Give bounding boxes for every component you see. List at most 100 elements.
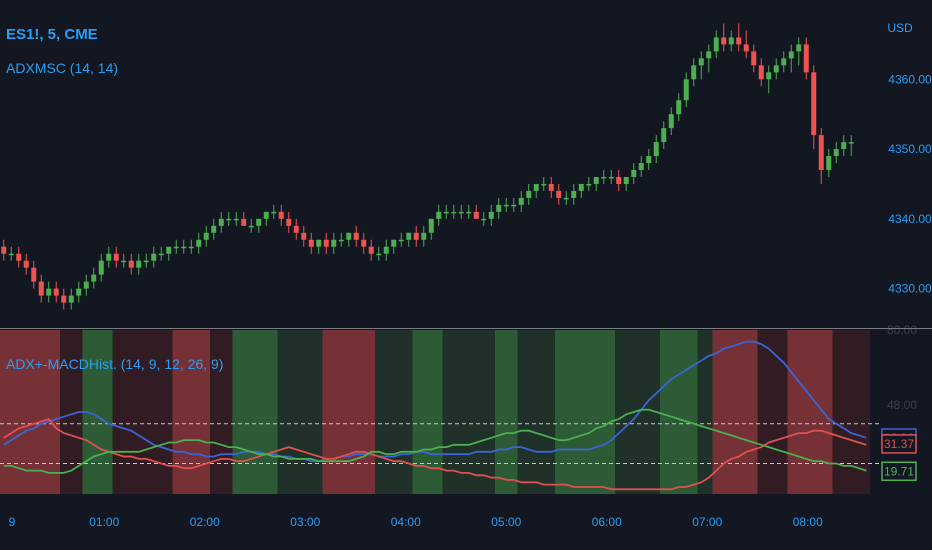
candle-body — [76, 288, 82, 296]
time-tick-label: 03:00 — [290, 515, 320, 529]
candle-body — [391, 239, 397, 247]
regime-band — [322, 330, 353, 494]
candle-body — [278, 211, 284, 219]
candle-body — [68, 295, 74, 303]
regime-band — [352, 330, 375, 494]
currency-label: USD — [887, 21, 913, 35]
regime-band — [712, 330, 758, 494]
regime-band — [375, 330, 413, 494]
candle-body — [623, 176, 629, 184]
candle-body — [833, 149, 839, 157]
regime-band — [517, 330, 555, 494]
candle-body — [233, 218, 239, 221]
candle-body — [158, 253, 164, 256]
candle-body — [458, 211, 464, 214]
pane-indicator-label[interactable]: ADX+-MACDHist. (14, 9, 12, 26, 9) — [6, 356, 224, 372]
time-tick-label: 07:00 — [692, 515, 722, 529]
candle-body — [218, 218, 224, 226]
regime-band — [615, 330, 660, 494]
candle-body — [683, 79, 689, 101]
candle-body — [226, 218, 232, 221]
regime-band — [442, 330, 495, 494]
regime-band — [495, 330, 518, 494]
last-value-badge — [881, 461, 917, 482]
time-tick-label: 04:00 — [391, 515, 421, 529]
candle-body — [563, 197, 569, 200]
candle-body — [406, 232, 412, 240]
candle-body — [293, 225, 299, 233]
candle-body — [308, 239, 314, 247]
indicator-line — [3, 408, 867, 474]
regime-band — [412, 330, 443, 494]
candle-body — [796, 44, 802, 52]
candle-body — [511, 204, 517, 207]
regime-band — [757, 330, 788, 494]
candle-body — [811, 72, 817, 136]
candle-body — [548, 183, 554, 191]
candle-body — [61, 295, 67, 303]
candle-body — [241, 218, 247, 226]
last-value-text: 19.71 — [884, 464, 914, 478]
candle-body — [451, 211, 457, 214]
regime-band — [0, 330, 60, 494]
regime-band — [112, 330, 173, 494]
candle-body — [601, 176, 607, 179]
candle-body — [173, 246, 179, 249]
candle-body — [428, 218, 434, 233]
candle-body — [466, 211, 472, 214]
candle-body — [653, 142, 659, 157]
candle-body — [413, 232, 419, 240]
candle-body — [443, 211, 449, 214]
candle-body — [608, 176, 614, 179]
candle-body — [188, 246, 194, 249]
candle-body — [706, 51, 712, 59]
symbol-title[interactable]: ES1!, 5, CME — [6, 26, 98, 43]
candle-body — [316, 239, 322, 247]
price-tick-label: 4350.00 — [888, 142, 932, 156]
candle-body — [743, 44, 749, 52]
candle-body — [23, 260, 29, 268]
candle-body — [376, 253, 382, 256]
candle-body — [481, 218, 487, 221]
candle-body — [53, 288, 59, 296]
candle-body — [181, 246, 187, 249]
candle-body — [728, 37, 734, 45]
candle-body — [691, 65, 697, 80]
candle-body — [751, 51, 757, 66]
indicator-line — [3, 340, 867, 463]
candle-body — [323, 239, 329, 247]
price-tick-label: 4330.00 — [888, 282, 932, 296]
candle-body — [668, 114, 674, 129]
candle-body — [263, 211, 269, 219]
candle-body — [106, 253, 112, 261]
candle-body — [83, 281, 89, 289]
pane-tick-label: 48.00 — [887, 398, 917, 412]
candle-body — [166, 246, 172, 254]
time-tick-label: 08:00 — [793, 515, 823, 529]
candle-body — [368, 246, 374, 254]
candle-body — [301, 232, 307, 240]
candle-body — [211, 225, 217, 233]
candle-body — [631, 170, 637, 177]
candle-body — [151, 253, 157, 261]
candle-body — [841, 142, 847, 150]
overlay-indicator-label[interactable]: ADXMSC (14, 14) — [6, 60, 119, 76]
candle-body — [788, 51, 794, 59]
candle-body — [286, 218, 292, 226]
candle-body — [721, 37, 727, 45]
candle-body — [271, 211, 277, 214]
candle-body — [143, 260, 149, 263]
time-tick-label: 01:00 — [89, 515, 119, 529]
candle-body — [556, 190, 562, 198]
candle-body — [248, 225, 254, 228]
regime-band — [697, 330, 713, 494]
time-axis: 9 01:00 02:00 03:00 04:00 05:00 06:00 07:00 08:0… — [9, 515, 823, 529]
candle-body — [16, 253, 22, 261]
regime-band — [277, 330, 323, 494]
pane-tick-label: 80.00 — [887, 323, 917, 337]
candle-body — [353, 232, 359, 240]
candle-body — [766, 72, 772, 80]
candle-body — [758, 65, 764, 80]
